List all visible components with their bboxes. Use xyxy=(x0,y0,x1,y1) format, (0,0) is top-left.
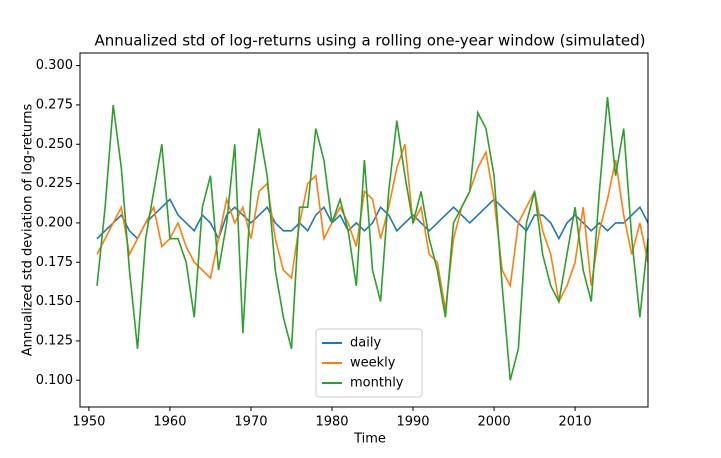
x-tick-label: 1950 xyxy=(72,415,105,430)
y-tick-label: 0.175 xyxy=(36,255,73,270)
x-axis-label: Time xyxy=(353,432,386,447)
x-tick-label: 2010 xyxy=(559,415,592,430)
y-tick-label: 0.100 xyxy=(36,373,73,388)
legend-label: weekly xyxy=(350,356,396,371)
y-tick-label: 0.275 xyxy=(36,97,73,112)
y-tick-label: 0.250 xyxy=(36,137,73,152)
x-tick-label: 1990 xyxy=(396,415,429,430)
y-tick-label: 0.150 xyxy=(36,294,73,309)
line-series xyxy=(96,197,649,241)
chart-title: Annualized std of log-returns using a ro… xyxy=(95,32,646,50)
plot-frame xyxy=(79,52,649,408)
x-tick-label: 2000 xyxy=(478,415,511,430)
x-tick-label: 1980 xyxy=(315,415,348,430)
legend-box xyxy=(315,328,423,398)
y-axis-label: Annualized std deviation of log-returns xyxy=(21,104,36,357)
legend-label: daily xyxy=(350,336,381,351)
legend: daily weekly monthly xyxy=(315,328,423,398)
line-series xyxy=(96,143,649,310)
x-tick-label: 1970 xyxy=(234,415,267,430)
legend-label: monthly xyxy=(350,376,404,391)
y-tick-label: 0.225 xyxy=(36,176,73,191)
y-tick-label: 0.200 xyxy=(36,215,73,230)
y-tick-label: 0.300 xyxy=(36,58,73,73)
y-tick-label: 0.125 xyxy=(36,333,73,348)
x-tick-label: 1960 xyxy=(153,415,186,430)
line-series xyxy=(96,96,649,381)
